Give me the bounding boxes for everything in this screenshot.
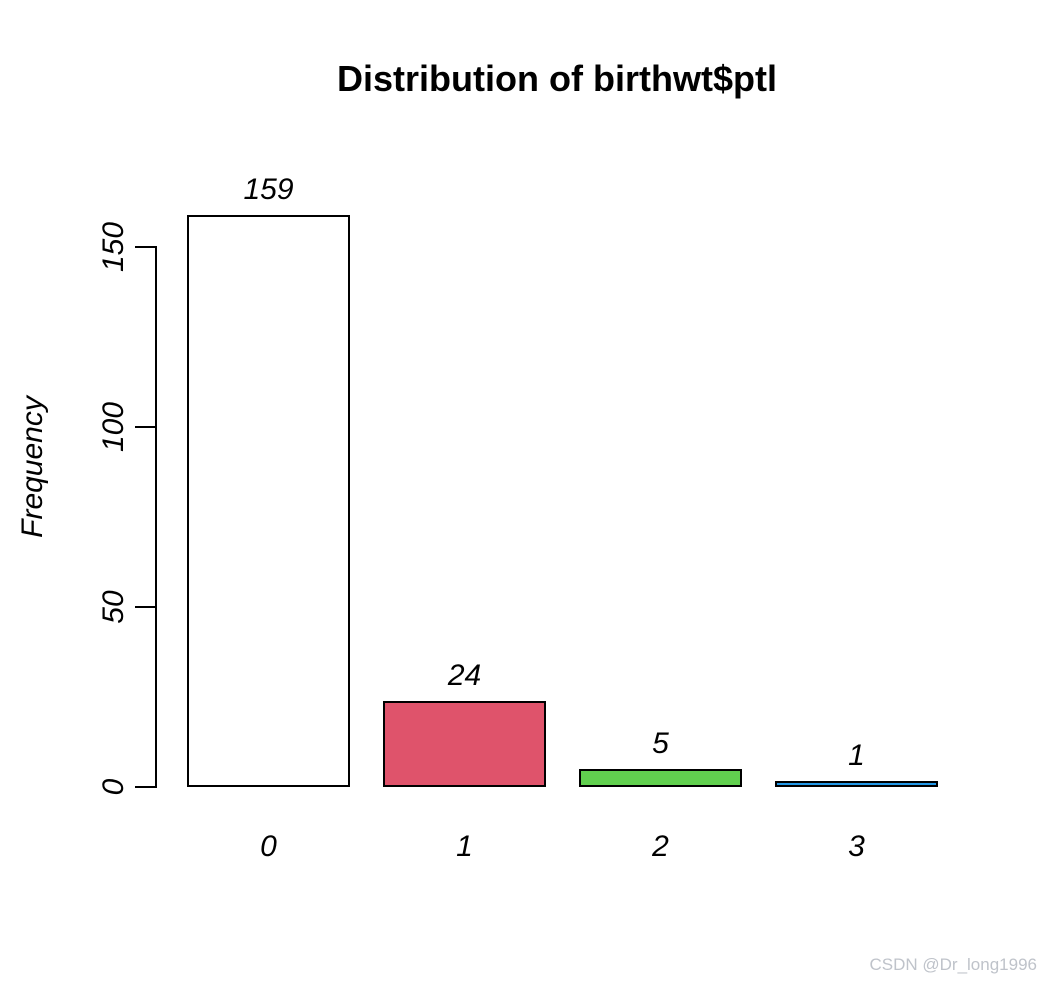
bar-value-label: 24 [447, 659, 482, 692]
x-tick-label: 2 [652, 830, 669, 863]
bar-value-label: 1 [848, 739, 865, 772]
x-tick-label: 0 [260, 830, 277, 863]
watermark: CSDN @Dr_long1996 [869, 955, 1037, 974]
x-tick-label: 3 [848, 830, 865, 863]
y-tick-mark [135, 606, 155, 608]
bar-3 [775, 781, 938, 787]
y-tick-mark [135, 786, 155, 788]
bar-0 [187, 215, 350, 787]
bar-2 [579, 769, 742, 787]
y-tick-label: 0 [97, 778, 130, 796]
x-tick-label: 1 [456, 830, 473, 863]
y-tick-label: 150 [97, 221, 130, 273]
y-tick-label: 50 [97, 590, 130, 624]
chart-title: Distribution of birthwt$ptl [337, 58, 777, 99]
bar-value-label: 159 [243, 173, 294, 206]
y-tick-mark [135, 246, 155, 248]
y-axis-label: Frequency [16, 396, 49, 538]
y-tick-mark [135, 426, 155, 428]
bar-value-label: 5 [652, 727, 669, 760]
y-axis-line [155, 246, 157, 788]
y-tick-label: 100 [97, 401, 130, 453]
bar-1 [383, 701, 546, 787]
